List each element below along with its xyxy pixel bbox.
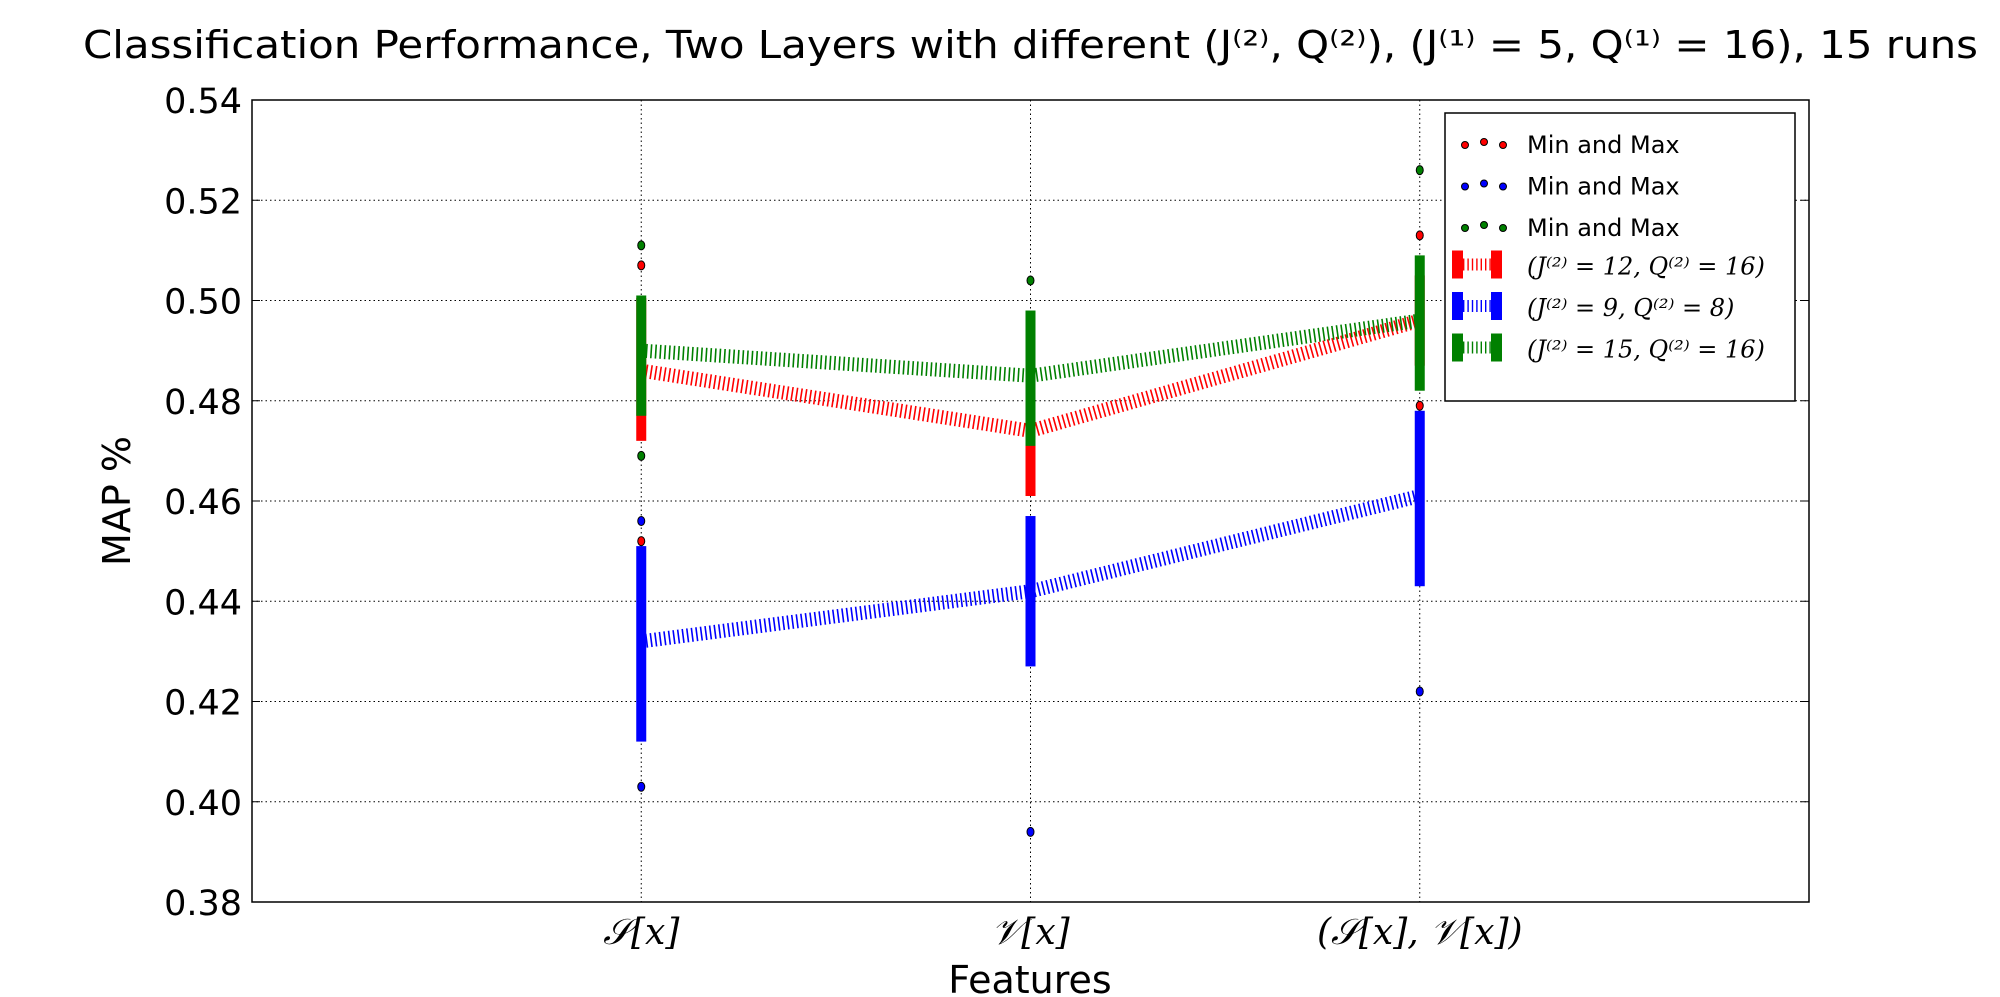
mean-line <box>640 313 1422 438</box>
std-bar <box>1414 410 1425 587</box>
std-bar <box>636 295 647 416</box>
max-point <box>1415 165 1424 176</box>
y-tick-label: 0.50 <box>164 283 242 323</box>
legend-frame <box>1444 112 1796 402</box>
legend-marker-dot <box>1499 141 1507 149</box>
max-point <box>637 516 646 527</box>
min-point <box>1026 826 1035 837</box>
min-point <box>1415 686 1424 697</box>
max-point <box>1415 230 1424 241</box>
legend-marker-dot <box>1499 182 1507 191</box>
y-tick-label: 0.40 <box>164 784 242 824</box>
y-ticks: 0.38 0.40 0.42 0.44 0.46 0.48 0.50 0.52 0.54 <box>164 82 1809 924</box>
chart-title: Classification Performance, Two Layers w… <box>83 23 1978 67</box>
legend-marker-dot <box>1480 221 1488 229</box>
legend-label: Min and Max <box>1527 214 1680 242</box>
legend-label: (J⁽²⁾ = 15, Q⁽²⁾ = 16) <box>1527 336 1765 364</box>
x-tick-label: 𝒮[x] <box>603 912 680 953</box>
min-point <box>637 450 646 461</box>
min-point <box>637 536 646 547</box>
max-point <box>1026 275 1035 286</box>
legend-marker-bar <box>1452 333 1463 362</box>
x-ticks: 𝒮[x] 𝒱[x] (𝒮[x], 𝒱[x]) <box>603 912 1522 953</box>
std-bar <box>1025 516 1036 667</box>
legend-label: (J⁽²⁾ = 12, Q⁽²⁾ = 16) <box>1527 253 1765 281</box>
legend-marker-dot <box>1480 179 1488 188</box>
plot-frame <box>251 99 1810 903</box>
y-tick-label: 0.38 <box>164 884 242 924</box>
legend-label: Min and Max <box>1527 131 1680 159</box>
x-tick-label: (𝒮[x], 𝒱[x]) <box>1317 912 1523 953</box>
legend-marker-dot <box>1461 141 1469 149</box>
min-point <box>1415 400 1424 411</box>
legend-marker-bar <box>1452 292 1463 320</box>
y-tick-label: 0.48 <box>164 383 242 423</box>
mean-line <box>640 313 1421 383</box>
y-tick-label: 0.46 <box>164 483 242 523</box>
legend-marker-bar <box>1491 333 1502 362</box>
std-bar <box>1025 310 1036 446</box>
legend-marker-dot <box>1461 182 1469 191</box>
x-tick-label: 𝒱[x] <box>991 912 1070 953</box>
legend-marker-bar <box>1491 250 1502 279</box>
x-axis-label: Features <box>948 958 1111 997</box>
legend-marker-dot <box>1499 224 1507 232</box>
legend-marker-dot <box>1461 224 1469 232</box>
y-tick-label: 0.42 <box>164 684 242 724</box>
legend-marker-dot <box>1480 138 1488 146</box>
legend-label: Min and Max <box>1527 173 1680 201</box>
std-bar <box>636 546 647 742</box>
legend-marker-bar <box>1491 292 1502 320</box>
legend-marker-bar <box>1452 250 1463 279</box>
series-2 <box>636 255 1425 446</box>
y-axis-label: MAP % <box>95 436 139 566</box>
chart-marks <box>636 165 1425 837</box>
max-point <box>637 240 646 251</box>
std-bar <box>1414 255 1425 391</box>
legend-label: (J⁽²⁾ = 9, Q⁽²⁾ = 8) <box>1527 294 1734 322</box>
max-point <box>637 260 646 271</box>
series-1 <box>636 410 1425 742</box>
y-tick-label: 0.52 <box>164 182 242 222</box>
legend: Min and Max Min and Max Min and Max (J⁽²⁾ =… <box>1444 112 1796 402</box>
min-point <box>637 781 646 792</box>
y-tick-label: 0.44 <box>164 583 242 623</box>
y-tick-label: 0.54 <box>164 82 242 122</box>
